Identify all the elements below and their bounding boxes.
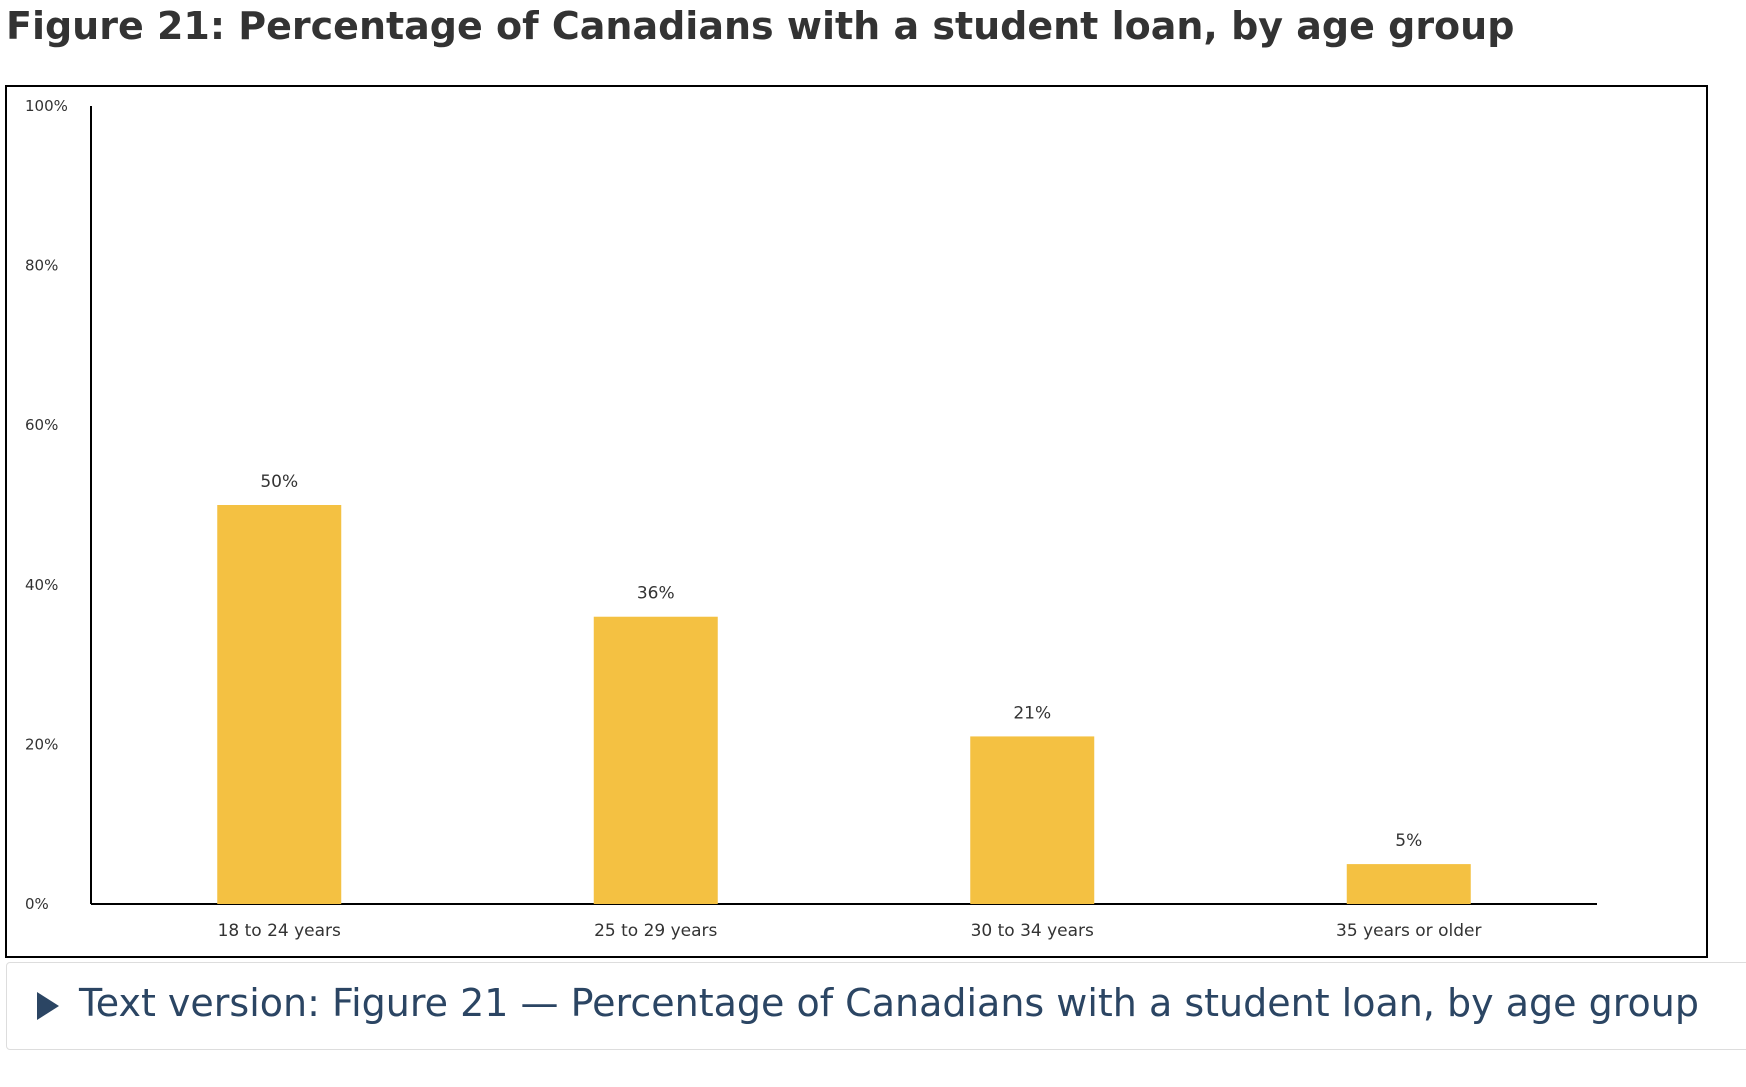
x-category-label: 18 to 24 years: [218, 921, 341, 941]
x-category-label: 25 to 29 years: [594, 921, 717, 941]
data-label: 5%: [1395, 831, 1422, 851]
page-title: Figure 21: Percentage of Canadians with …: [6, 4, 1515, 48]
x-category-label: 35 years or older: [1336, 921, 1481, 941]
text-version-toggle[interactable]: Text version: Figure 21 — Percentage of …: [6, 962, 1746, 1050]
chart-frame: 0% 20% 40% 60% 80% 100% 50% 18 to 24 years 36% 25…: [5, 85, 1708, 958]
data-label: 21%: [1013, 703, 1051, 723]
data-label: 36%: [637, 584, 675, 604]
y-tick-label: 100%: [25, 97, 68, 115]
bar: [970, 736, 1095, 904]
bar: [1346, 864, 1471, 904]
x-category-label: 30 to 34 years: [971, 921, 1094, 941]
text-version-link[interactable]: Text version: Figure 21 — Percentage of …: [79, 981, 1699, 1025]
y-tick-label: 0%: [25, 895, 49, 913]
bar-chart: 0% 20% 40% 60% 80% 100% 50% 18 to 24 years 36% 25…: [25, 97, 1597, 941]
y-tick-label: 80%: [25, 257, 58, 275]
y-tick-label: 40%: [25, 576, 58, 594]
bar: [593, 616, 718, 904]
y-tick-label: 60%: [25, 416, 58, 434]
bar: [217, 505, 342, 904]
triangle-right-icon: [37, 992, 59, 1020]
data-label: 50%: [260, 472, 298, 492]
y-tick-label: 20%: [25, 735, 58, 753]
